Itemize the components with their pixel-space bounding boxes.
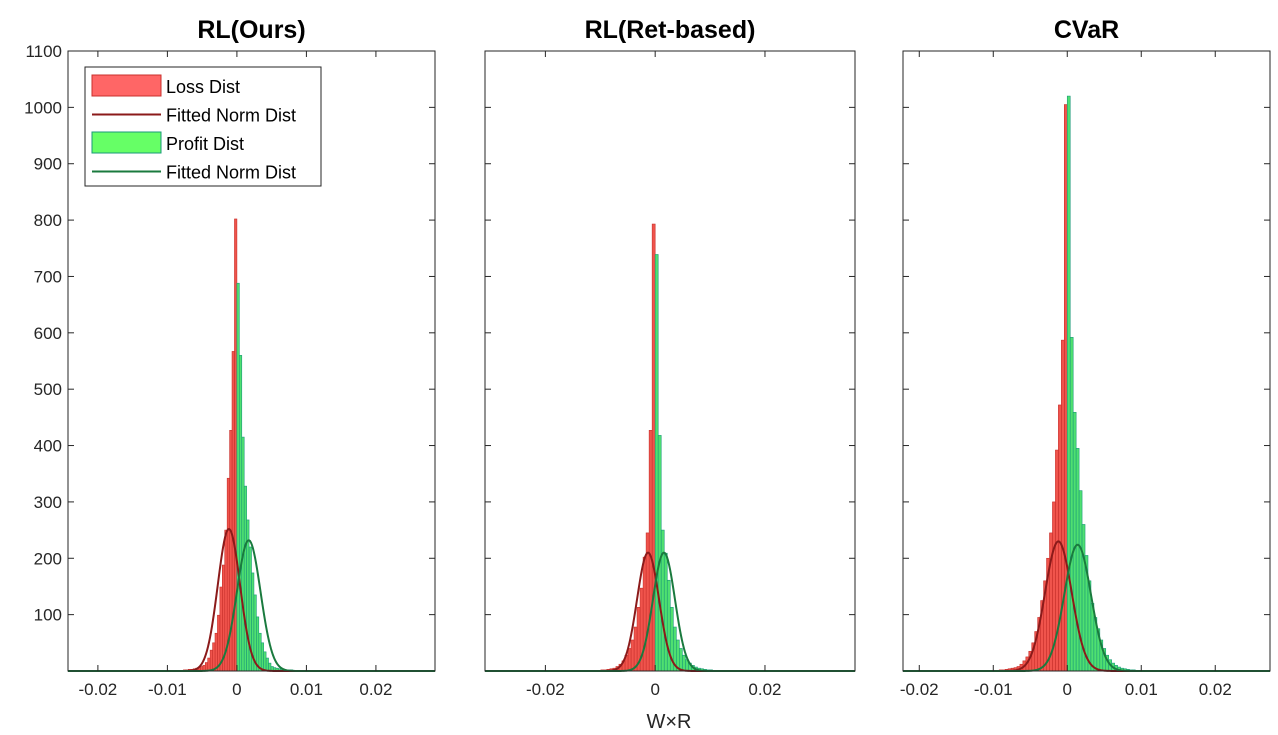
profit-bar	[663, 552, 668, 672]
loss-bar	[207, 657, 211, 672]
profit-bar	[654, 254, 659, 672]
x-tick-label: 0	[1063, 680, 1072, 699]
x-tick-label: 0.02	[359, 680, 392, 699]
profit-bar	[1075, 448, 1080, 672]
profit-bar	[260, 642, 264, 672]
legend-swatch	[91, 131, 162, 154]
y-tick-label: 700	[34, 267, 62, 286]
axes-box	[484, 50, 856, 672]
profit-bar	[660, 529, 665, 672]
legend-label: Fitted Norm Dist	[166, 163, 296, 183]
profit-bar	[243, 485, 247, 672]
y-tick-label: 100	[34, 606, 62, 625]
x-tick-label: 0.02	[1199, 680, 1232, 699]
x-tick-label: -0.02	[526, 680, 565, 699]
profit-bar	[236, 282, 240, 672]
legend: Loss Dist Fitted Norm Dist Profit Dist Fitt…	[84, 66, 322, 187]
profit-bar	[239, 355, 243, 672]
loss-bar	[1058, 404, 1062, 672]
loss-bar	[648, 430, 653, 672]
axes-box	[67, 50, 436, 672]
y-tick-label: 500	[34, 380, 62, 399]
panel-title: RL(Ours)	[197, 16, 305, 44]
y-tick-label: 1100	[25, 42, 62, 61]
profit-bar	[657, 435, 662, 672]
profit-bar	[1072, 411, 1077, 672]
loss-bar	[627, 648, 632, 672]
profit-bar	[265, 657, 269, 672]
legend-swatch	[91, 74, 162, 97]
loss-bar	[217, 614, 221, 672]
x-tick-label: -0.01	[148, 680, 187, 699]
y-tick-label: 600	[34, 324, 62, 343]
x-tick-label: 0	[650, 680, 659, 699]
loss-bar	[642, 556, 647, 672]
legend-label: Fitted Norm Dist	[166, 106, 296, 126]
x-tick-label: 0	[232, 680, 241, 699]
profit-bar	[258, 632, 262, 672]
x-tick-label: 0.02	[748, 680, 781, 699]
profit-bar	[1069, 337, 1074, 672]
y-tick-label: 800	[34, 211, 62, 230]
profit-bar	[682, 654, 686, 672]
loss-bar	[1061, 339, 1065, 672]
x-tick-label: 0.01	[1125, 680, 1158, 699]
panel-2: -0.02 0 0.02 RL(Ret-based)	[484, 16, 856, 699]
legend-label: Profit Dist	[166, 134, 244, 154]
x-axis-label: W×R	[647, 711, 692, 733]
panel-3: -0.02 -0.01 0 0.01 0.02 CVaR	[900, 16, 1271, 699]
profit-bar	[256, 616, 260, 672]
y-tick-label: 1000	[24, 98, 62, 117]
axes-box	[902, 50, 1271, 672]
y-tick-label: 400	[34, 437, 62, 456]
y-tick-label: 200	[34, 549, 62, 568]
legend-label: Loss Dist	[166, 77, 240, 97]
x-tick-label: -0.01	[974, 680, 1013, 699]
loss-bar	[209, 649, 213, 672]
panel-title: RL(Ret-based)	[585, 16, 756, 44]
y-tick-label: 300	[34, 493, 62, 512]
profit-bar	[263, 651, 267, 672]
loss-bar	[214, 632, 218, 672]
y-tick-label: 900	[34, 155, 62, 174]
loss-bar	[212, 642, 216, 672]
x-tick-label: -0.02	[900, 680, 939, 699]
x-tick-label: -0.02	[79, 680, 118, 699]
x-tick-label: 0.01	[290, 680, 323, 699]
loss-bar	[219, 586, 223, 672]
profit-bar	[679, 648, 683, 672]
panel-1: -0.02 -0.01 0 0.01 0.02 100 200 300 400 500 600 700…	[24, 16, 436, 699]
panel-title: CVaR	[1054, 16, 1119, 44]
loss-bar	[630, 639, 635, 672]
